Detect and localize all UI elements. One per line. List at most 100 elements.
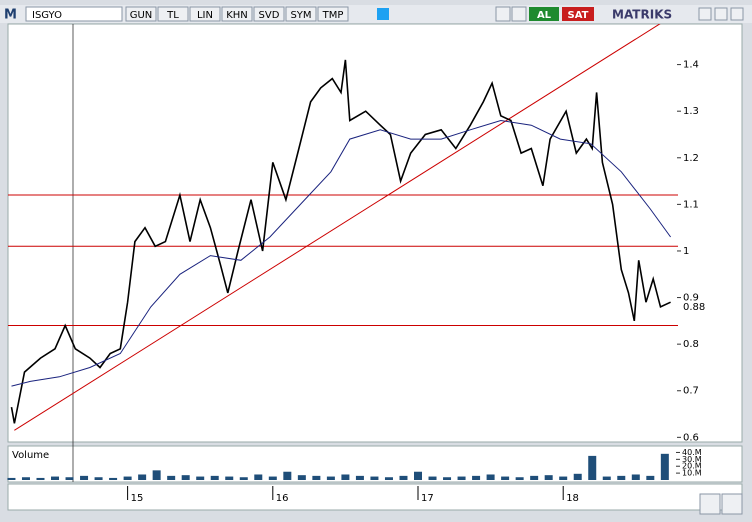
- volume-bar: [370, 476, 379, 480]
- sync-button[interactable]: [699, 493, 721, 515]
- sell-label: SAT: [568, 10, 589, 21]
- volume-bar: [646, 475, 655, 480]
- volume-bar: [7, 477, 16, 480]
- volume-bar: [21, 477, 30, 480]
- x-tick-label: 17: [421, 493, 434, 504]
- volume-bar: [65, 477, 74, 480]
- volume-label: Volume: [12, 450, 49, 461]
- trend-line: [14, 24, 661, 431]
- volume-bar: [443, 477, 452, 480]
- toolbar-button[interactable]: [285, 6, 317, 22]
- x-tick-label: 15: [131, 493, 144, 504]
- volume-bar: [326, 476, 335, 480]
- volume-bar: [414, 471, 423, 480]
- volume-bar: [167, 475, 176, 480]
- volume-bar: [384, 477, 393, 480]
- maximize[interactable]: [714, 7, 728, 21]
- x-tick-label: 18: [566, 493, 579, 504]
- volume-bar: [36, 477, 45, 480]
- volume-bar: [660, 453, 669, 480]
- y-tick-label: 1.2: [683, 153, 699, 164]
- volume-bar: [138, 474, 147, 480]
- toolbar-button-label: SYM: [290, 10, 311, 21]
- volume-bar: [51, 476, 60, 480]
- y-tick-label: 1.1: [683, 199, 699, 210]
- toolbar-button-label: KHN: [226, 10, 248, 21]
- toolbar-button-label: TMP: [322, 10, 344, 21]
- symbol: ISGYO: [32, 10, 62, 21]
- logo: M: [4, 8, 17, 23]
- volume-bar: [544, 475, 553, 480]
- x-tick-label: 16: [276, 493, 289, 504]
- y-tick-label: 0.8: [683, 339, 699, 350]
- symbol-box[interactable]: [25, 6, 123, 22]
- buy-label: AL: [537, 10, 552, 21]
- sell-button[interactable]: [562, 7, 594, 21]
- volume-tick-label: 10.M: [682, 469, 702, 478]
- volume-bar: [225, 476, 234, 480]
- toolbar-button-label: TL: [166, 10, 179, 21]
- volume-bar: [297, 475, 306, 480]
- toolbar: M ISGYO GUN TL LIN KHN SVD SYM TMP AL SAT MATR…: [0, 5, 752, 23]
- volume-bar: [341, 474, 350, 480]
- volume-bar: [80, 475, 89, 480]
- price-line: [10, 59, 671, 424]
- y-tick-label: 0.7: [683, 386, 699, 397]
- toolbar-button[interactable]: [221, 6, 253, 22]
- volume-bar: [573, 473, 582, 480]
- volume-bar: [109, 477, 118, 480]
- last-value-label: 0.88: [683, 302, 705, 313]
- volume-bar: [530, 475, 539, 480]
- volume-bar: [428, 476, 437, 480]
- volume-bar: [501, 476, 510, 480]
- toolbar-button[interactable]: [317, 6, 349, 22]
- volume-tick-label: 20.M: [682, 462, 702, 471]
- toolbar-button[interactable]: [125, 6, 157, 22]
- y-tick-label: 0.6: [683, 432, 699, 443]
- y-tick-label: 1.3: [683, 106, 699, 117]
- buy-button[interactable]: [529, 7, 559, 21]
- volume-bar: [457, 476, 466, 480]
- settings-button[interactable]: [721, 493, 743, 515]
- volume-bar: [123, 476, 132, 480]
- moving-average: [11, 119, 672, 387]
- y-tick-label: 1: [683, 246, 689, 257]
- y-tick-label: 0.9: [683, 293, 699, 304]
- volume-bar: [152, 470, 161, 480]
- volume-bar: [312, 475, 321, 480]
- minimize[interactable]: [698, 7, 712, 21]
- toolbar-button-label: SVD: [259, 10, 280, 21]
- volume-bar: [196, 476, 205, 480]
- toolbar-button[interactable]: [253, 6, 285, 22]
- volume-bar: [355, 475, 364, 480]
- volume-bar: [268, 476, 277, 480]
- flash-button[interactable]: [495, 6, 511, 22]
- volume-bar: [283, 471, 292, 480]
- volume-bar: [602, 476, 611, 480]
- volume-bar: [486, 474, 495, 480]
- price-panel: [7, 23, 743, 443]
- refresh-button[interactable]: [511, 6, 527, 22]
- toolbar-button[interactable]: [189, 6, 221, 22]
- volume-bar: [631, 474, 640, 480]
- volume-bar: [559, 476, 568, 480]
- volume-bar: [254, 474, 263, 480]
- toolbar-button-label: GUN: [130, 10, 153, 21]
- volume-bar: [617, 475, 626, 480]
- volume-bar: [472, 475, 481, 480]
- volume-bar: [515, 477, 524, 480]
- close[interactable]: [730, 7, 744, 21]
- time-axis: [7, 483, 743, 511]
- volume-bar: [399, 475, 408, 480]
- twitter-icon[interactable]: [377, 8, 389, 20]
- volume-bar: [588, 455, 597, 480]
- toolbar-button[interactable]: [157, 6, 189, 22]
- volume-bar: [210, 475, 219, 480]
- toolbar-button-label: LIN: [197, 10, 213, 21]
- volume-tick-label: 30.M: [682, 455, 702, 464]
- volume-tick-label: 40.M: [682, 448, 702, 457]
- brand: MATRIKS: [612, 8, 672, 22]
- y-tick-label: 1.4: [683, 60, 699, 71]
